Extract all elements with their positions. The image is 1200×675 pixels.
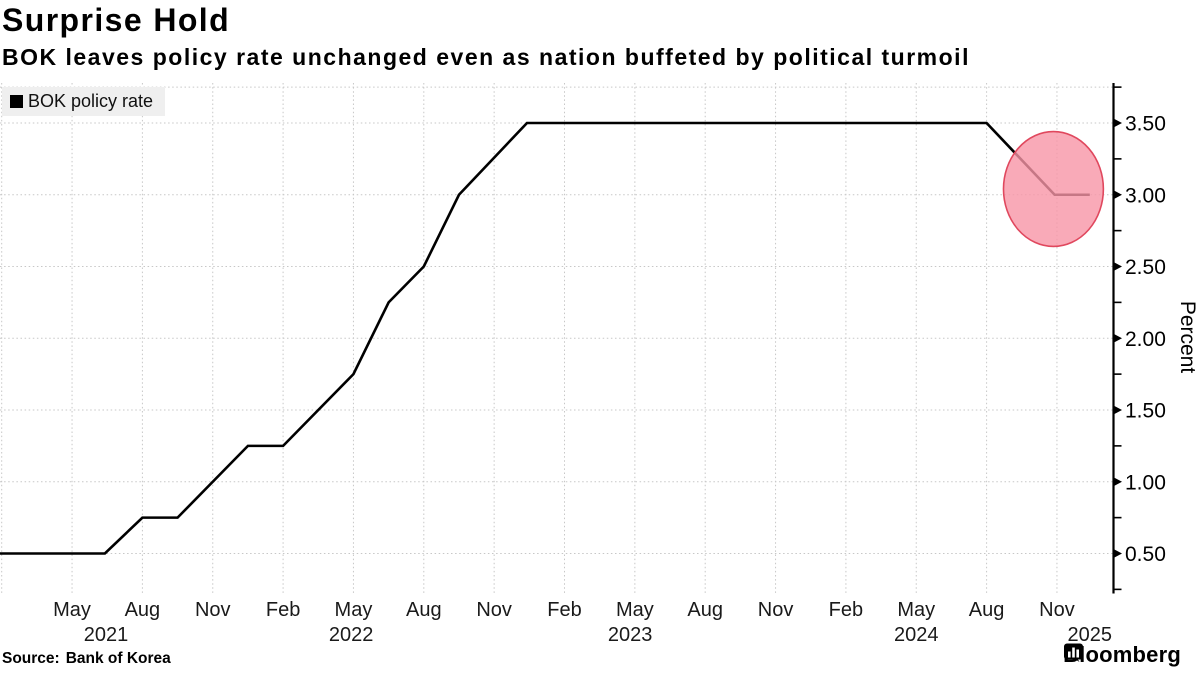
bloomberg-chart-bubble-icon bbox=[1064, 643, 1084, 662]
x-axis-year-label: 2024 bbox=[894, 624, 939, 646]
y-axis-tick-arrow-icon bbox=[1113, 262, 1122, 271]
x-axis-month-label: May bbox=[897, 599, 935, 621]
bloomberg-branding: Bloomberg bbox=[1063, 642, 1181, 668]
y-axis-tick-label: 2.50 bbox=[1125, 256, 1166, 279]
y-axis-tick-arrow-icon bbox=[1113, 549, 1122, 558]
x-axis-month-label: Feb bbox=[266, 599, 300, 621]
y-axis-tick-arrow-icon bbox=[1113, 190, 1122, 200]
black-square-icon bbox=[10, 95, 23, 108]
y-axis-tick-label: 3.50 bbox=[1125, 113, 1166, 136]
x-axis-year-label: 2025 bbox=[1068, 624, 1113, 646]
y-axis-tick-arrow-icon bbox=[1113, 405, 1122, 415]
y-axis-tick-label: 1.00 bbox=[1125, 471, 1166, 494]
x-axis-month-label: Aug bbox=[687, 599, 723, 621]
y-axis-tick-label: 0.50 bbox=[1125, 543, 1166, 566]
source-text: Bank of Korea bbox=[65, 650, 171, 667]
source-note: Source: Bank of Korea bbox=[2, 650, 171, 668]
x-axis-month-label: Nov bbox=[195, 599, 231, 621]
y-axis-tick-label: 2.00 bbox=[1125, 328, 1166, 351]
surprise-hold-highlight bbox=[1002, 130, 1105, 248]
x-axis-month-label: Aug bbox=[969, 599, 1005, 621]
x-axis-month-label: May bbox=[335, 599, 373, 621]
x-axis-month-label: Feb bbox=[829, 599, 863, 621]
x-axis-month-label: May bbox=[616, 599, 654, 621]
chart-subtitle: BOK leaves policy rate unchanged even as… bbox=[2, 44, 970, 70]
x-axis-year-label: 2021 bbox=[84, 624, 129, 646]
source-label: Source: bbox=[2, 650, 60, 667]
x-axis-month-label: Nov bbox=[758, 599, 794, 621]
x-axis-year-label: 2023 bbox=[608, 624, 653, 646]
x-axis-month-label: Aug bbox=[125, 599, 161, 621]
y-axis-tick-label: 3.00 bbox=[1125, 184, 1166, 207]
chart-title: Surprise Hold bbox=[2, 2, 231, 38]
x-axis-month-label: May bbox=[53, 599, 91, 621]
x-axis-month-label: Feb bbox=[547, 599, 581, 621]
x-axis-month-label: Nov bbox=[1039, 599, 1075, 621]
x-axis-year-label: 2022 bbox=[329, 624, 374, 646]
y-axis-tick-label: 1.50 bbox=[1125, 400, 1166, 423]
legend: BOK policy rate bbox=[2, 87, 166, 116]
x-axis-month-label: Aug bbox=[406, 599, 442, 621]
y-axis-title: Percent bbox=[1176, 301, 1199, 374]
legend-label: BOK policy rate bbox=[28, 91, 154, 111]
y-axis-tick-arrow-icon bbox=[1113, 333, 1122, 343]
y-axis-tick-arrow-icon bbox=[1113, 118, 1122, 128]
x-axis-month-label: Nov bbox=[476, 599, 512, 621]
policy-rate-line bbox=[0, 121, 1090, 555]
y-axis-tick-arrow-icon bbox=[1113, 477, 1122, 487]
